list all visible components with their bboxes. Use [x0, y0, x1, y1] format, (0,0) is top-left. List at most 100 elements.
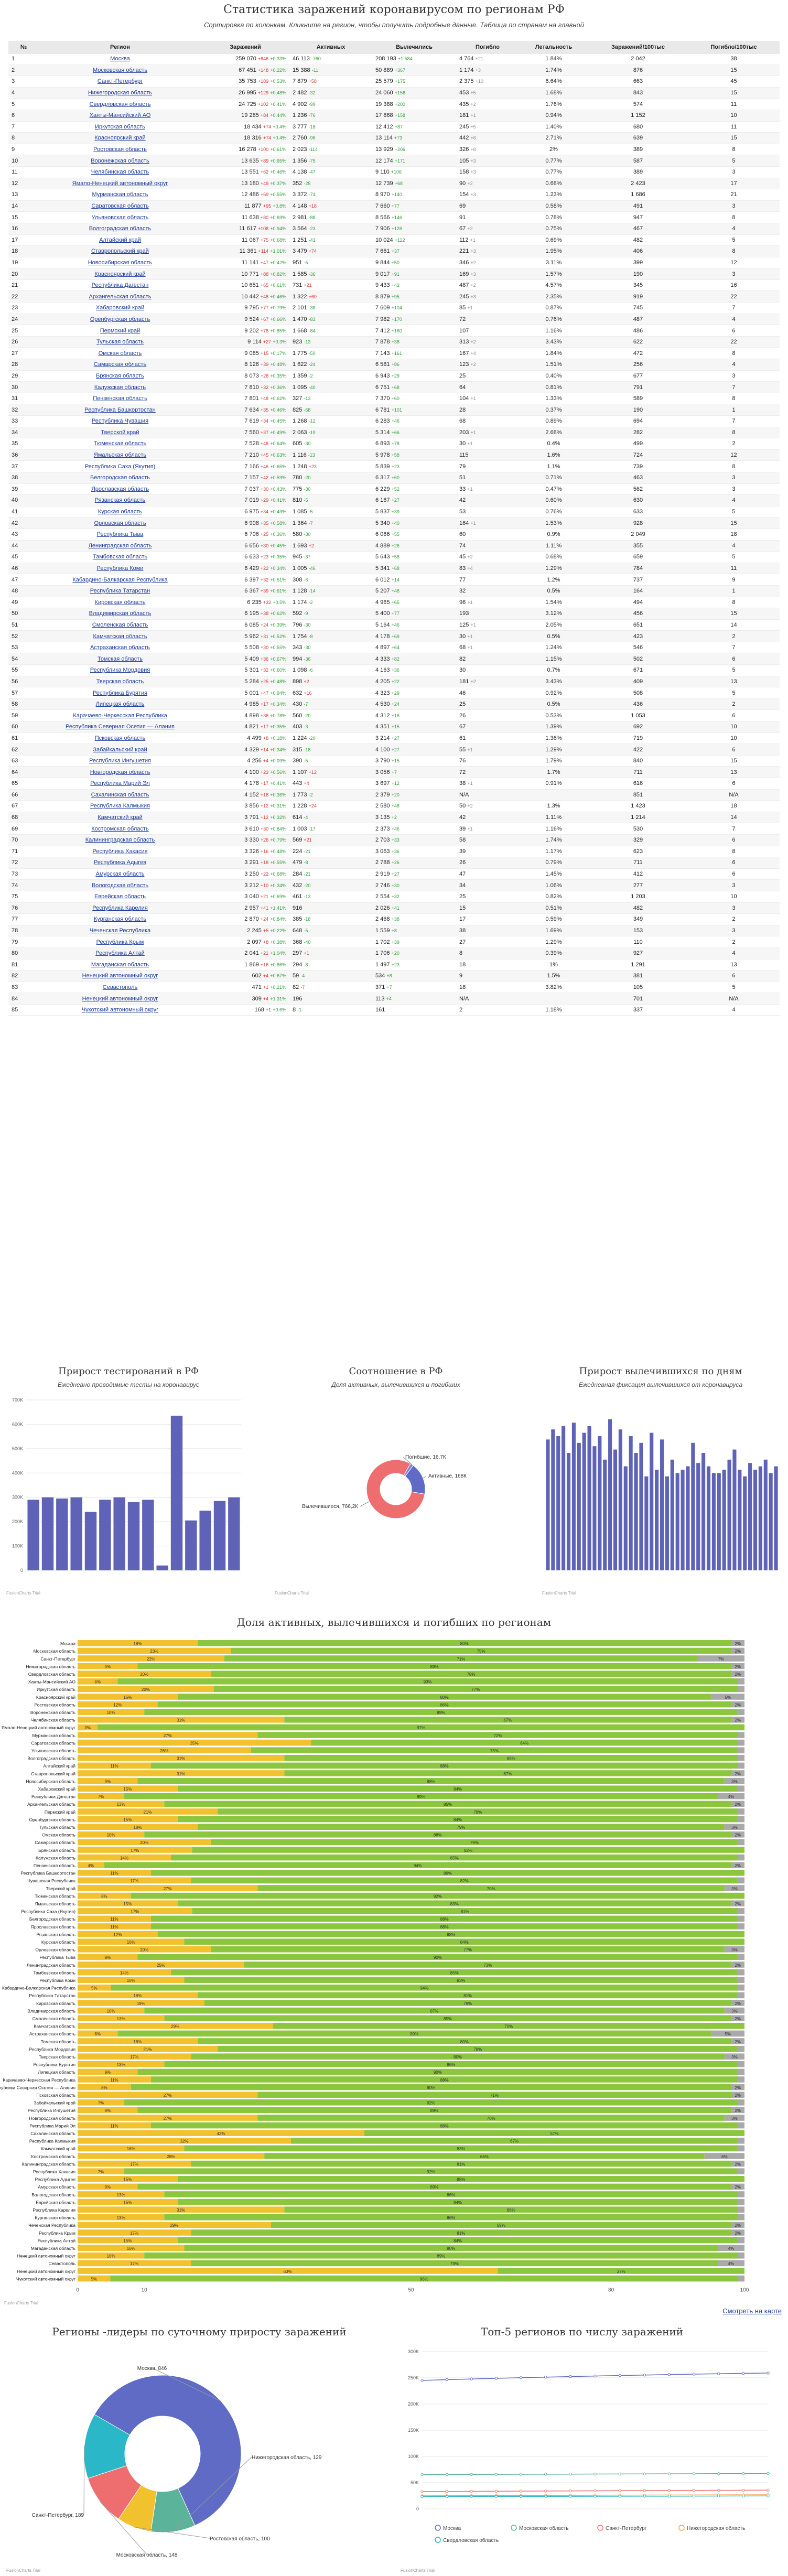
table-row[interactable]: 4 Нижегородская область 26 995 +129 +0.48%… [8, 87, 780, 99]
table-row[interactable]: 80 Республика Алтай 2 041 +21 +1.04% 297 +1… [8, 947, 780, 960]
table-row[interactable]: 84 Ненецкий автономный округ 309 +4 +1.31%… [8, 993, 780, 1005]
region-link[interactable]: Иркутская область [95, 123, 145, 130]
region-link[interactable]: Тамбовская область [92, 554, 148, 561]
region-link[interactable]: Республика Татарстан [90, 588, 150, 595]
column-header[interactable]: Активных [289, 41, 372, 53]
table-row[interactable]: 5 Свердловская область 24 725 +102 +0.41% 4… [8, 98, 780, 110]
region-link[interactable]: Республика Башкортостан [84, 406, 156, 413]
table-row[interactable]: 13 Мурманская область 12 486 +69 +0.55% 3 3… [8, 189, 780, 201]
region-link[interactable]: Камчатский край [98, 814, 143, 821]
region-link[interactable]: Калининградская область [85, 837, 155, 844]
table-row[interactable]: 15 Ульяновская область 11 638 +80 +0.69% 2 … [8, 211, 780, 223]
table-row[interactable]: 63 Республика Ингушетия 4 256 +4 +0.09% 390… [8, 755, 780, 767]
region-link[interactable]: Санкт-Петербург [97, 78, 143, 85]
table-row[interactable]: 81 Магаданская область 1 869 +16 +0.86% 294… [8, 959, 780, 971]
table-row[interactable]: 77 Курганская область 2 870 +24 +0.84% 385 … [8, 913, 780, 925]
region-link[interactable]: Алтайский край [99, 236, 141, 243]
region-link[interactable]: Астраханская область [90, 644, 150, 651]
table-row[interactable]: 8 Красноярский край 18 316 +74 +0.4% 2 760 … [8, 132, 780, 144]
table-row[interactable]: 29 Брянская область 8 073 +28 +0.35% 1 359 … [8, 370, 780, 382]
table-row[interactable]: 64 Новгородская область 4 100 +23 +0.56% 1 … [8, 766, 780, 778]
table-row[interactable]: 59 Карачаево-Черкесская Республика 4 898 +… [8, 709, 780, 722]
table-row[interactable]: 83 Севастополь 471 +1 +0.21% 82 -7 371 +7 18 … [8, 982, 780, 994]
table-row[interactable]: 75 Еврейская область 3 040 +21 +0.69% 461 -… [8, 891, 780, 903]
region-link[interactable]: Новгородская область [90, 769, 150, 775]
table-row[interactable]: 7 Иркутская область 18 434 +74 +0.4% 3 777 … [8, 121, 780, 133]
table-row[interactable]: 58 Липецкая область 4 985 +17 +0.34% 430 -7… [8, 698, 780, 710]
region-link[interactable]: Липецкая область [95, 701, 145, 708]
region-link[interactable]: Ханты-Мансийский АО [89, 112, 151, 119]
region-link[interactable]: Мурманская область [92, 191, 148, 198]
view-on-map-link[interactable]: Смотреть на карте [722, 2307, 782, 2315]
table-row[interactable]: 53 Астраханская область 5 508 +30 +0.55% 34… [8, 642, 780, 654]
table-row[interactable]: 2 Московская область 67 451 +148 +0.22% 15 … [8, 64, 780, 77]
region-link[interactable]: Карачаево-Черкесская Республика [73, 712, 167, 719]
column-header[interactable]: Летальность [519, 41, 588, 53]
table-row[interactable]: 57 Республика Бурятия 5 001 +47 +0.94% 632 … [8, 687, 780, 699]
region-link[interactable]: Ярославская область [91, 486, 149, 492]
region-link[interactable]: Калужская область [94, 384, 146, 391]
table-row[interactable]: 18 Ставропольский край 11 361 +114 +1.01% 3… [8, 245, 780, 257]
table-row[interactable]: 38 Белгородская область 7 157 +42 +0.59% 78… [8, 472, 780, 484]
table-row[interactable]: 25 Пермский край 9 202 +78 +0.85% 1 668 -84… [8, 325, 780, 337]
table-row[interactable]: 37 Республика Саха (Якутия) 7 166 +46 +0.6… [8, 460, 780, 472]
table-row[interactable]: 76 Республика Карелия 2 957 +41 +1.41% 916 … [8, 902, 780, 914]
table-row[interactable]: 36 Ямальская область 7 210 +45 +0.63% 1 116… [8, 449, 780, 461]
region-link[interactable]: Москва [110, 56, 130, 62]
table-row[interactable]: 60 Республика Северная Осетия — Алания 4 8… [8, 721, 780, 733]
table-row[interactable]: 19 Новосибирская область 11 141 +47 +0.42%… [8, 257, 780, 269]
table-row[interactable]: 71 Республика Хакасия 3 326 +16 +0.48% 224 … [8, 846, 780, 858]
table-row[interactable]: 9 Ростовская область 16 278 +100 +0.61% 2 0… [8, 144, 780, 156]
region-link[interactable]: Ненецкий автономный округ [82, 973, 158, 979]
region-link[interactable]: Республика Карелия [92, 904, 148, 911]
table-row[interactable]: 72 Республика Адыгея 3 291 +18 +0.55% 479 -… [8, 857, 780, 869]
region-link[interactable]: Архангельская область [89, 293, 152, 300]
region-link[interactable]: Томская область [98, 655, 143, 662]
table-row[interactable]: 27 Омская область 9 085 +15 +0.17% 1 775 -5… [8, 347, 780, 360]
region-link[interactable]: Кировская область [94, 599, 146, 606]
column-header[interactable]: Вылечились [372, 41, 456, 53]
table-row[interactable]: 23 Хабаровский край 9 795 +77 +0.79% 2 101 … [8, 302, 780, 314]
region-link[interactable]: Псковская область [94, 735, 146, 741]
table-row[interactable]: 66 Сахалинская область 4 152 +18 +0.36% 1 7… [8, 789, 780, 801]
region-link[interactable]: Белгородская область [90, 475, 150, 481]
table-row[interactable]: 40 Рязанская область 7 019 +29 +0.41% 810 -… [8, 494, 780, 506]
table-row[interactable]: 17 Алтайский край 11 067 +75 +0.68% 1 251 -… [8, 234, 780, 246]
column-header[interactable]: Погибло [456, 41, 519, 53]
region-link[interactable]: Пермский край [100, 327, 141, 334]
region-link[interactable]: Орловская область [94, 520, 146, 526]
table-row[interactable]: 12 Ямало-Ненецкий автономный округ 13 180 … [8, 178, 780, 190]
region-link[interactable]: Еврейская область [94, 893, 146, 900]
region-link[interactable]: Республика Дагестан [91, 282, 149, 289]
region-link[interactable]: Камчатская область [93, 633, 147, 640]
table-row[interactable]: 79 Республика Крым 2 097 +8 +0.38% 368 -40 1… [8, 936, 780, 948]
table-row[interactable]: 65 Республика Марий Эл 4 178 +17 +0.41% 443… [8, 778, 780, 790]
table-row[interactable]: 35 Тюменская область 7 528 +48 +0.64% 605 -… [8, 438, 780, 450]
region-link[interactable]: Вологодская область [91, 882, 149, 889]
region-link[interactable]: Республика Адыгея [93, 859, 147, 866]
region-link[interactable]: Свердловская область [89, 101, 151, 107]
region-link[interactable]: Республика Мордовия [90, 667, 150, 674]
table-row[interactable]: 54 Томская область 5 409 +36 +0.67% 994 -36… [8, 653, 780, 665]
column-header[interactable]: Заражений/100тыс [588, 41, 688, 53]
region-link[interactable]: Республика Калмыкия [90, 803, 150, 810]
table-row[interactable]: 14 Саратовская область 11 877 +95 +0.8% 4 1… [8, 200, 780, 212]
table-row[interactable]: 34 Тверской край 7 560 +37 +0.49% 2 063 -19… [8, 427, 780, 439]
table-row[interactable]: 61 Псковская область 4 499 +8 +0.18% 1 224 … [8, 732, 780, 745]
region-link[interactable]: Челябинская область [91, 169, 149, 176]
table-row[interactable]: 42 Орловская область 6 908 +35 +0.58% 1 364… [8, 517, 780, 529]
table-row[interactable]: 21 Республика Дагестан 10 651 +65 +0.61% 73… [8, 279, 780, 292]
region-link[interactable]: Новосибирская область [88, 259, 153, 266]
region-link[interactable]: Тверская область [96, 678, 144, 685]
region-link[interactable]: Тверской край [101, 429, 139, 436]
table-row[interactable]: 41 Курская область 6 975 +34 +0.49% 1 085 -… [8, 506, 780, 518]
column-header[interactable]: Заражений [201, 41, 289, 53]
column-header[interactable]: Погибло/100тыс [688, 41, 780, 53]
column-header[interactable]: № [8, 41, 39, 53]
region-link[interactable]: Севастополь [102, 984, 138, 990]
region-link[interactable]: Республика Алтай [95, 950, 145, 957]
table-row[interactable]: 44 Ленинградская область 6 656 +30 +0.45% 1… [8, 540, 780, 552]
region-link[interactable]: Чукотский автономный округ [81, 1007, 159, 1014]
region-link[interactable]: Ямальская область [93, 452, 147, 459]
region-link[interactable]: Ульяновская область [91, 214, 149, 221]
